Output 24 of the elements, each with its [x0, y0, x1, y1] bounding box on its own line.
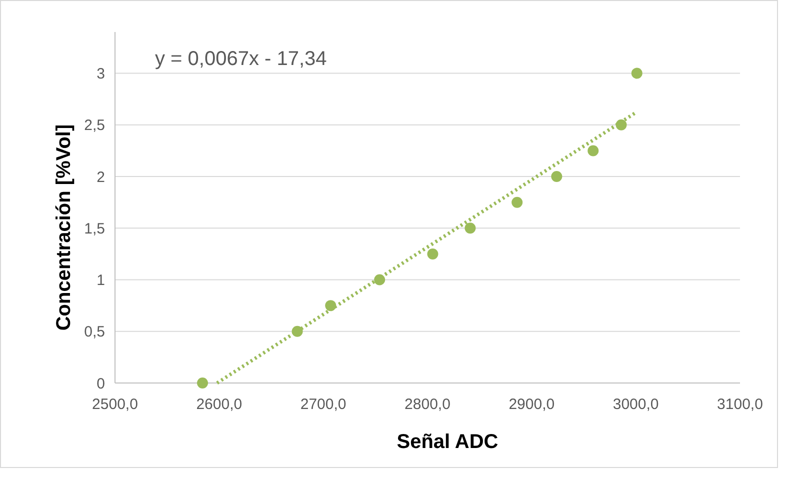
- y-axis-title: Concentración [%Vol]: [53, 124, 75, 331]
- point: [588, 145, 599, 156]
- y-tick-label: 3: [96, 66, 105, 83]
- x-tick-label: 2900,0: [508, 396, 555, 413]
- y-tick-label: 2: [96, 168, 105, 186]
- point: [197, 378, 208, 388]
- point: [464, 222, 476, 234]
- y-tick-label: 1,5: [84, 220, 105, 238]
- point: [551, 171, 562, 182]
- annotation: y = 0,0067x - 17,34: [155, 48, 327, 70]
- x-tick-label: 2800,0: [404, 396, 450, 413]
- x-tick-label: 2700,0: [300, 396, 346, 413]
- y-tick-label: 2,5: [84, 117, 105, 134]
- y-tick-label: 0,5: [84, 324, 105, 341]
- point: [427, 248, 438, 260]
- y-tick-label: 0: [96, 375, 105, 392]
- x-tick-label: 2600,0: [196, 396, 242, 413]
- y-tick-label: 1: [96, 272, 105, 290]
- x-tick-label: 3000,0: [612, 396, 659, 413]
- x-tick-label: 2500,0: [92, 396, 138, 413]
- x-tick-label: 3100,0: [717, 396, 763, 413]
- x-axis-title: Señal ADC: [396, 431, 498, 453]
- point: [512, 196, 523, 208]
- point: [631, 68, 642, 79]
